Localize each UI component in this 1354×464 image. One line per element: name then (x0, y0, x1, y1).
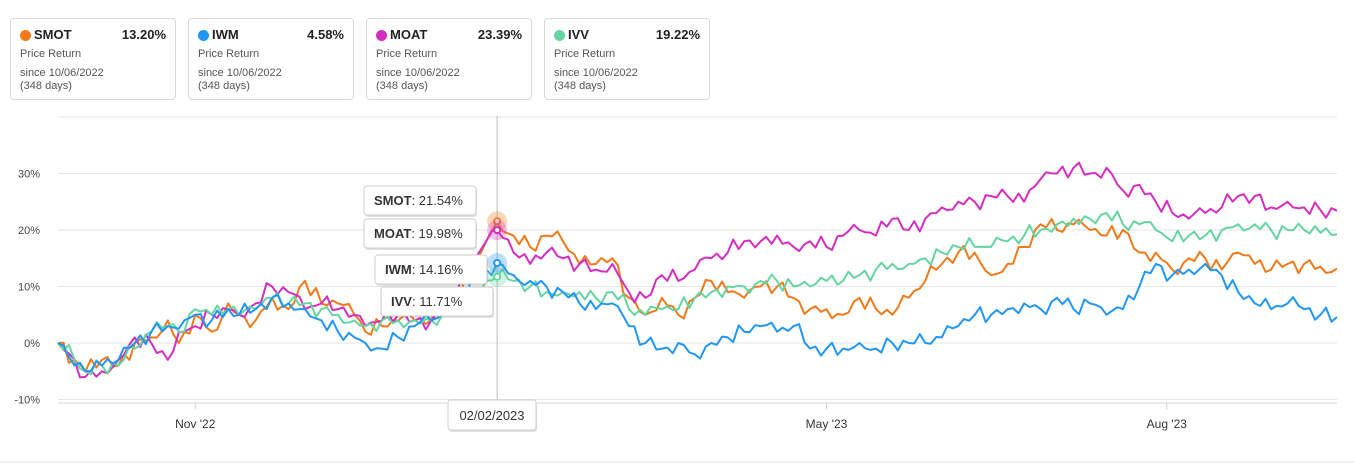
tooltip-ticker: SMOT (374, 193, 412, 208)
date-flag-label: 02/02/2023 (459, 408, 524, 423)
legend-days: (348 days) (554, 80, 606, 92)
tooltip-ticker: IWM (385, 262, 412, 277)
series-line-iwm (57, 262, 1338, 373)
legend-return-type: Price Return (198, 48, 260, 60)
legend-days: (348 days) (376, 80, 428, 92)
series-line-moat (57, 161, 1338, 379)
legend-since-date: since 10/06/2022 (198, 67, 282, 79)
y-tick-label: -10% (14, 395, 40, 407)
legend-return-value: 13.20% (121, 27, 166, 42)
y-tick-label: 30% (18, 169, 40, 181)
legend-ticker: MOAT (390, 27, 428, 42)
tooltip-value: : 11.71% (412, 294, 463, 309)
legend-return-value: 19.22% (655, 27, 700, 42)
tooltip-moat: MOAT: 19.98% (363, 218, 477, 250)
series-line-ivv (57, 210, 1338, 376)
tooltip-box (380, 286, 494, 317)
gridlines (58, 116, 1337, 400)
tooltip-text: SMOT: 21.54% (374, 193, 463, 208)
legend-return-type: Price Return (376, 48, 438, 60)
tooltip-ivv: IVV: 11.71% (380, 286, 494, 318)
legend-card-ivv[interactable]: IVV 19.22% Price Return since 10/06/2022 (34… (544, 18, 710, 100)
legend-return-value: 4.58% (307, 27, 344, 42)
legend-days: (348 days) (20, 80, 72, 92)
tooltip-value: : 14.16% (412, 262, 464, 277)
legend-since-date: since 10/06/2022 (20, 67, 104, 79)
y-tick-label: 0% (24, 338, 40, 350)
legend-since-date: since 10/06/2022 (376, 67, 460, 79)
hover-point-iwm (493, 258, 502, 267)
tooltip-box (363, 185, 477, 216)
legend-return-type: Price Return (554, 48, 616, 60)
tooltip-iwm: IWM: 14.16% (374, 254, 488, 286)
tooltip-text: MOAT: 19.98% (374, 226, 463, 241)
legend-dot (554, 30, 565, 41)
legend-return-type: Price Return (20, 48, 82, 60)
tooltip-box (374, 254, 488, 285)
legend-card-iwm[interactable]: IWM 4.58% Price Return since 10/06/2022 (348… (188, 18, 354, 100)
legend-card-smot[interactable]: SMOT 13.20% Price Return since 10/06/2022 (3… (10, 18, 176, 100)
tooltip-ticker: MOAT (374, 226, 411, 241)
date-flag-box (447, 399, 537, 431)
x-tick-label: Aug '23 (1147, 417, 1188, 431)
hover-date-flag: 02/02/2023 (447, 399, 537, 432)
hover-point-smot (493, 217, 502, 226)
hover-point-ivv (493, 272, 502, 281)
legend-since-date: since 10/06/2022 (554, 67, 638, 79)
x-tick-label: Nov '22 (175, 417, 216, 431)
y-tick-label: 20% (18, 225, 40, 237)
legend-days: (348 days) (198, 80, 250, 92)
legend-ticker: IVV (568, 27, 589, 42)
hover-point-moat (493, 226, 502, 235)
tooltip-box (363, 218, 477, 249)
legend-card-moat[interactable]: MOAT 23.39% Price Return since 10/06/2022 (3… (366, 18, 532, 100)
legend-dot (198, 30, 209, 41)
tooltip-ticker: IVV (391, 294, 412, 309)
tooltip-text: IWM: 14.16% (385, 262, 463, 277)
legend-return-value: 23.39% (477, 27, 522, 42)
x-tick-label: May '23 (806, 417, 848, 431)
legend-dot (376, 30, 387, 41)
legend-ticker: SMOT (34, 27, 72, 42)
tooltip-value: : 19.98% (411, 226, 463, 241)
series-lines (57, 161, 1338, 379)
tooltip-value: : 21.54% (412, 193, 464, 208)
y-tick-label: 10% (18, 282, 40, 294)
tooltip-smot: SMOT: 21.54% (363, 185, 477, 217)
legend-ticker: IWM (212, 27, 239, 42)
tooltip-text: IVV: 11.71% (391, 294, 463, 309)
legend-dot (20, 30, 31, 41)
